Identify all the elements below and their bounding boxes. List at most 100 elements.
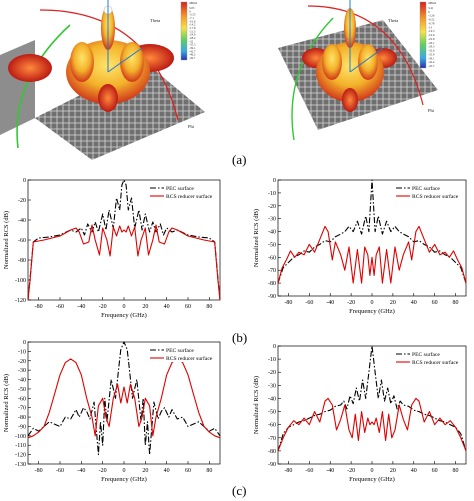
colorbar-tick-label: -42.7	[189, 49, 196, 53]
y-tick-label: -30	[268, 217, 276, 223]
series-line	[27, 179, 221, 301]
x-tick-label: 80	[453, 468, 459, 474]
x-tick-label: 0	[371, 468, 374, 474]
x-tick-label: -80	[35, 468, 43, 474]
x-axis-label: Frequency (GHz)	[101, 312, 147, 319]
colorbar-tick-label: 0	[189, 9, 191, 13]
colorbar-tick-label: -45.7	[428, 64, 435, 68]
colorbar-tick-label: -10.6	[189, 19, 196, 23]
colorbar-tick-label: 3.65	[189, 6, 195, 10]
y-tick-label: -90	[18, 424, 26, 430]
series-line	[27, 358, 221, 439]
x-tick-label: 60	[432, 468, 438, 474]
ground-plane-mesh	[35, 62, 205, 160]
y-tick-label: -120	[15, 298, 26, 304]
colorbar-tick-label: -6.52	[428, 18, 435, 22]
y-tick-label: -70	[268, 436, 276, 442]
x-tick-label: -80	[284, 300, 292, 306]
caption-b: (b)	[232, 330, 248, 345]
x-tick-label: -40	[326, 468, 334, 474]
rcs-3d-pattern-reducer: Theta Phi dBm2 3.41 0 -3.26 -6.52 -9.78 -13 -1…	[278, 0, 450, 145]
y-tick-label: -130	[15, 462, 26, 468]
x-tick-label: 40	[411, 468, 417, 474]
colorbar-tick-label: -14.2	[189, 23, 196, 27]
colorbar-tick-label: -28.4	[189, 36, 196, 40]
y-axis-label: Normalized RCS (dB)	[253, 209, 260, 267]
x-tick-label: 40	[411, 300, 417, 306]
legend-box	[148, 182, 218, 200]
colorbar-tick-label: -9.78	[428, 21, 435, 25]
side-lobe	[70, 42, 94, 82]
x-tick-label: 40	[164, 468, 170, 474]
colorbar-tick-label: -26.1	[428, 41, 435, 45]
y-tick-label: -50	[268, 242, 276, 248]
y-tick-label: -80	[18, 258, 26, 264]
series-line	[277, 179, 467, 284]
legend-label: PEC surface	[166, 185, 194, 192]
y-tick-label: -30	[18, 368, 26, 374]
x-tick-label: -20	[347, 300, 355, 306]
colorbar-tick-label: -21.3	[189, 29, 196, 33]
x-tick-label: 0	[123, 304, 126, 310]
colorbar-tick-label: -16.3	[428, 29, 435, 33]
colorbar-tick-label: -42.4	[428, 60, 435, 64]
y-tick-label: -70	[268, 268, 276, 274]
x-tick-label: 60	[185, 304, 191, 310]
y-tick-label: -80	[18, 415, 26, 421]
x-tick-label: -80	[35, 304, 43, 310]
x-tick-label: -20	[347, 468, 355, 474]
colorbar-tick-label: -17.8	[189, 26, 196, 30]
y-tick-label: -50	[18, 387, 26, 393]
phi-tag: Phi	[428, 108, 435, 113]
y-tick-label: -80	[268, 449, 276, 455]
colorbar-tick-label: -29.3	[428, 45, 435, 49]
legend-box	[394, 348, 464, 366]
series-line	[277, 225, 467, 284]
x-tick-label: -60	[305, 300, 313, 306]
side-lobe	[322, 44, 342, 80]
x-tick-label: -60	[56, 468, 64, 474]
colorbar-tick-label: -13	[428, 25, 433, 29]
colorbar-tick-label: -39.1	[428, 56, 435, 60]
theta-tag: Theta	[150, 18, 160, 23]
x-tick-label: -40	[77, 468, 85, 474]
y-tick-label: 0	[23, 340, 26, 346]
theta-tag: Theta	[388, 18, 398, 23]
side-lobe	[358, 44, 378, 80]
x-tick-label: 20	[390, 300, 396, 306]
series-line	[27, 341, 221, 456]
series-line	[27, 224, 221, 301]
front-lobe	[342, 88, 358, 112]
y-tick-label: -20	[268, 370, 276, 376]
rcs-3d-pattern-pec-svg: Theta Phi dBm2 3.650-3.55-7.1-10.6-14.2-…	[0, 0, 205, 160]
legend-label: RCS reducer surface	[166, 355, 213, 362]
legend-label: PEC surface	[412, 185, 440, 192]
y-tick-label: -40	[18, 218, 26, 224]
y-axis-label: Normalized RCS (dB)	[3, 211, 10, 269]
caption-c: (c)	[232, 483, 247, 498]
rcs-3d-pattern-pec: Theta Phi dBm2 3.65 0 -3.55 -7.1 -10.6 -14.2-…	[0, 0, 215, 160]
x-axis	[107, 47, 143, 73]
phi-tag: Phi	[188, 124, 195, 129]
colorbar-tick-label: 3.41	[428, 6, 434, 10]
theta-arc	[291, 17, 334, 141]
x-tick-label: 80	[453, 300, 459, 306]
caption-a: (a)	[232, 152, 247, 167]
colorbar-unit: dBm2	[428, 1, 437, 5]
colorbar-tick-label: -3.26	[428, 14, 435, 18]
legend-box	[148, 344, 218, 362]
legend-box	[394, 182, 464, 200]
front-lobe	[98, 84, 118, 112]
y-tick-label: -60	[268, 423, 276, 429]
y-tick-label: -100	[15, 434, 26, 440]
x-tick-label: -80	[284, 468, 292, 474]
y-tick-label: -10	[268, 357, 276, 363]
legend-label: PEC surface	[412, 351, 440, 358]
colorbar-ticks: 3.410-3.26-6.52-9.78-13-16.3-19.6-22.8-2…	[428, 6, 435, 68]
x-tick-label: 0	[123, 468, 126, 474]
colorbar-tick-label: -32	[189, 39, 194, 43]
y-tick-label: -10	[18, 349, 26, 355]
y-tick-label: -30	[268, 383, 276, 389]
y-tick-label: -70	[18, 406, 26, 412]
x-axis	[349, 47, 384, 73]
